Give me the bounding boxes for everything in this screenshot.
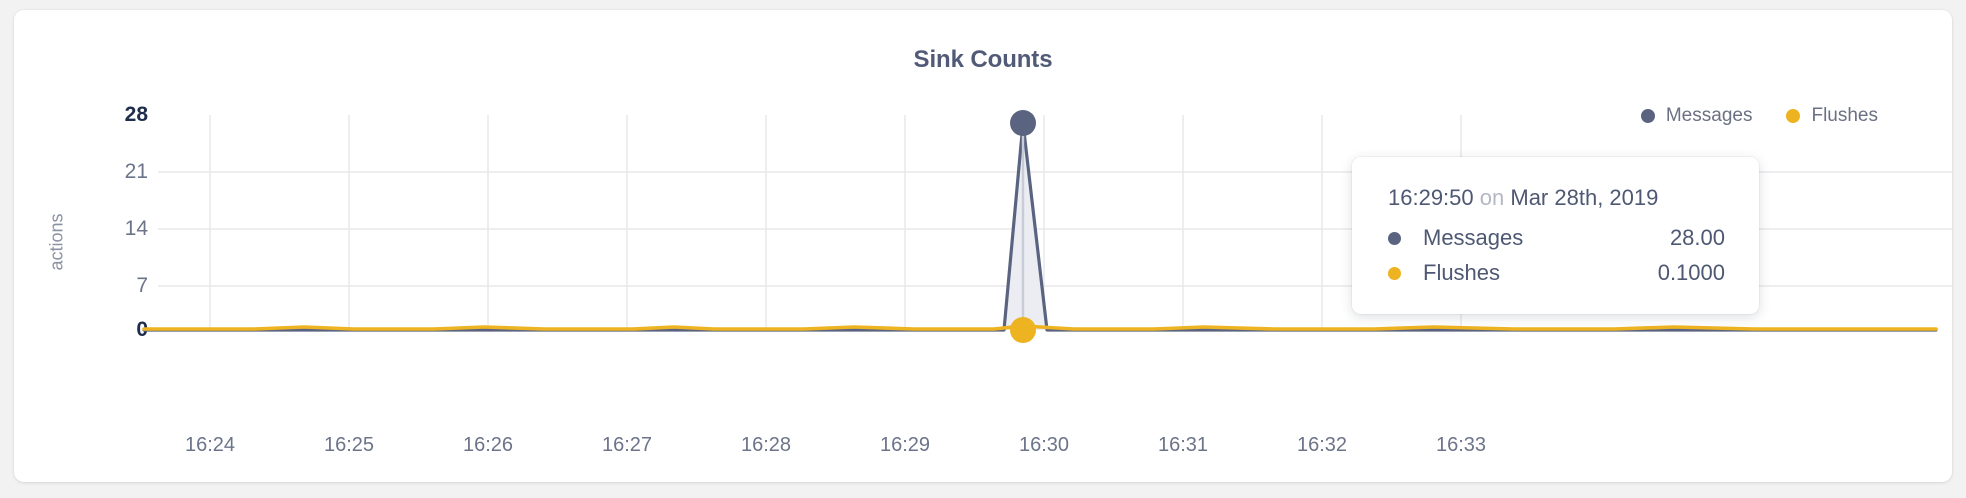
- tooltip-conjunction: on: [1479, 185, 1505, 210]
- plot-area[interactable]: actions 28 21 14 7 0: [14, 10, 1952, 482]
- legend-item-flushes[interactable]: Flushes: [1786, 105, 1878, 127]
- tooltip-date: Mar 28th, 2019: [1510, 185, 1659, 210]
- x-tick-label: 16:33: [1435, 434, 1487, 456]
- tooltip-time: 16:29:50: [1388, 185, 1474, 210]
- x-tick-label: 16:24: [184, 434, 236, 456]
- tooltip-series-value: 28.00: [1669, 225, 1725, 250]
- x-tick-label: 16:32: [1296, 434, 1348, 456]
- chart-title: Sink Counts: [913, 46, 1053, 73]
- tooltip-row-flushes: Flushes 0.1000: [1388, 260, 1725, 286]
- x-tick-label: 16:31: [1157, 434, 1209, 456]
- tooltip-header: 16:29:50 on Mar 28th, 2019: [1388, 185, 1725, 211]
- y-tick-label: 7: [136, 274, 148, 297]
- tooltip-series-label: Flushes: [1423, 260, 1501, 285]
- series-messages-area: [144, 123, 1936, 330]
- x-tick-label: 16:25: [323, 434, 375, 456]
- legend-item-label: Flushes: [1811, 105, 1878, 126]
- y-tick-label: 28: [124, 103, 148, 126]
- x-tick-label: 16:30: [1018, 434, 1070, 456]
- y-tick-label: 0: [136, 318, 148, 341]
- series-flushes-line: [142, 324, 1938, 331]
- series-dot-icon: [1388, 231, 1401, 245]
- flushes-point-marker: [1010, 317, 1036, 343]
- grid-vertical: [209, 115, 1462, 330]
- messages-point-marker: [1010, 110, 1036, 136]
- tooltip-row-messages: Messages 28.00: [1388, 225, 1725, 251]
- y-tick-label: 21: [124, 160, 148, 183]
- x-tick-label: 16:29: [879, 434, 931, 456]
- x-tick-label: 16:28: [740, 434, 792, 456]
- y-tick-label: 14: [124, 217, 148, 240]
- chart-legend: Messages Flushes: [1640, 105, 1878, 127]
- chart-card: Sink Counts Messages Flushes actions 28 …: [14, 10, 1952, 482]
- y-axis-ticks: 28 21 14 7 0: [88, 10, 148, 482]
- tooltip-series-label: Messages: [1423, 225, 1524, 250]
- x-tick-label: 16:26: [462, 434, 514, 456]
- series-dot-icon: [1388, 266, 1401, 280]
- legend-dot-icon: [1786, 109, 1801, 123]
- x-tick-label: 16:27: [601, 434, 653, 456]
- tooltip-series-value: 0.1000: [1657, 260, 1725, 285]
- hover-tooltip: 16:29:50 on Mar 28th, 2019 Messages 28.0…: [1352, 157, 1759, 314]
- legend-item-messages[interactable]: Messages: [1640, 105, 1753, 127]
- legend-item-label: Messages: [1665, 105, 1753, 126]
- legend-dot-icon: [1640, 109, 1655, 123]
